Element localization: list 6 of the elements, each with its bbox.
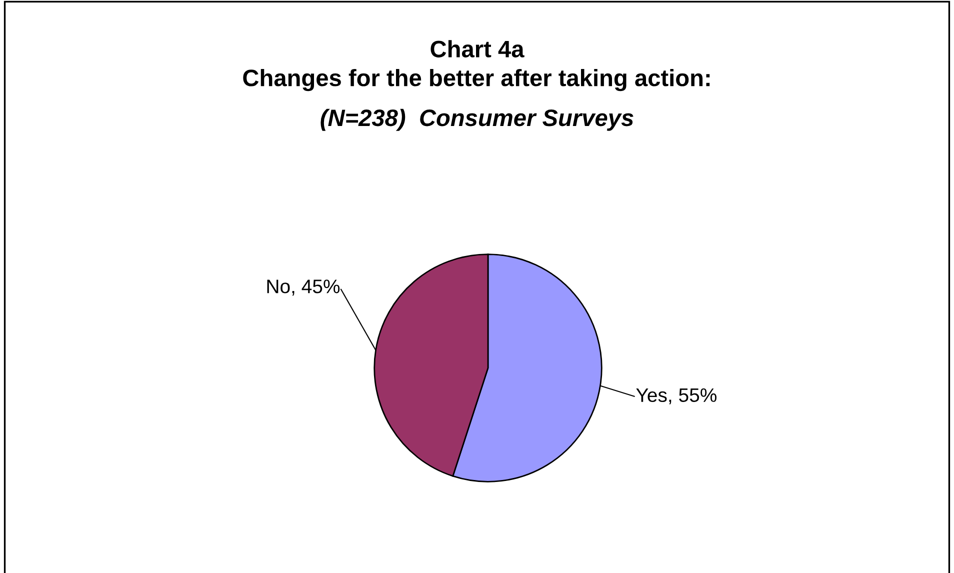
data-label: , 55% — [669, 388, 716, 404]
slice-label: No — [267, 280, 290, 294]
slice-label: Yes — [636, 388, 667, 402]
data-label: , 45% — [292, 280, 340, 296]
chart-subtitle: (N=238) Consumer Surveys — [320, 108, 634, 131]
chart-title: Chart 4a Changes for the better after taking action: — [243, 40, 710, 92]
